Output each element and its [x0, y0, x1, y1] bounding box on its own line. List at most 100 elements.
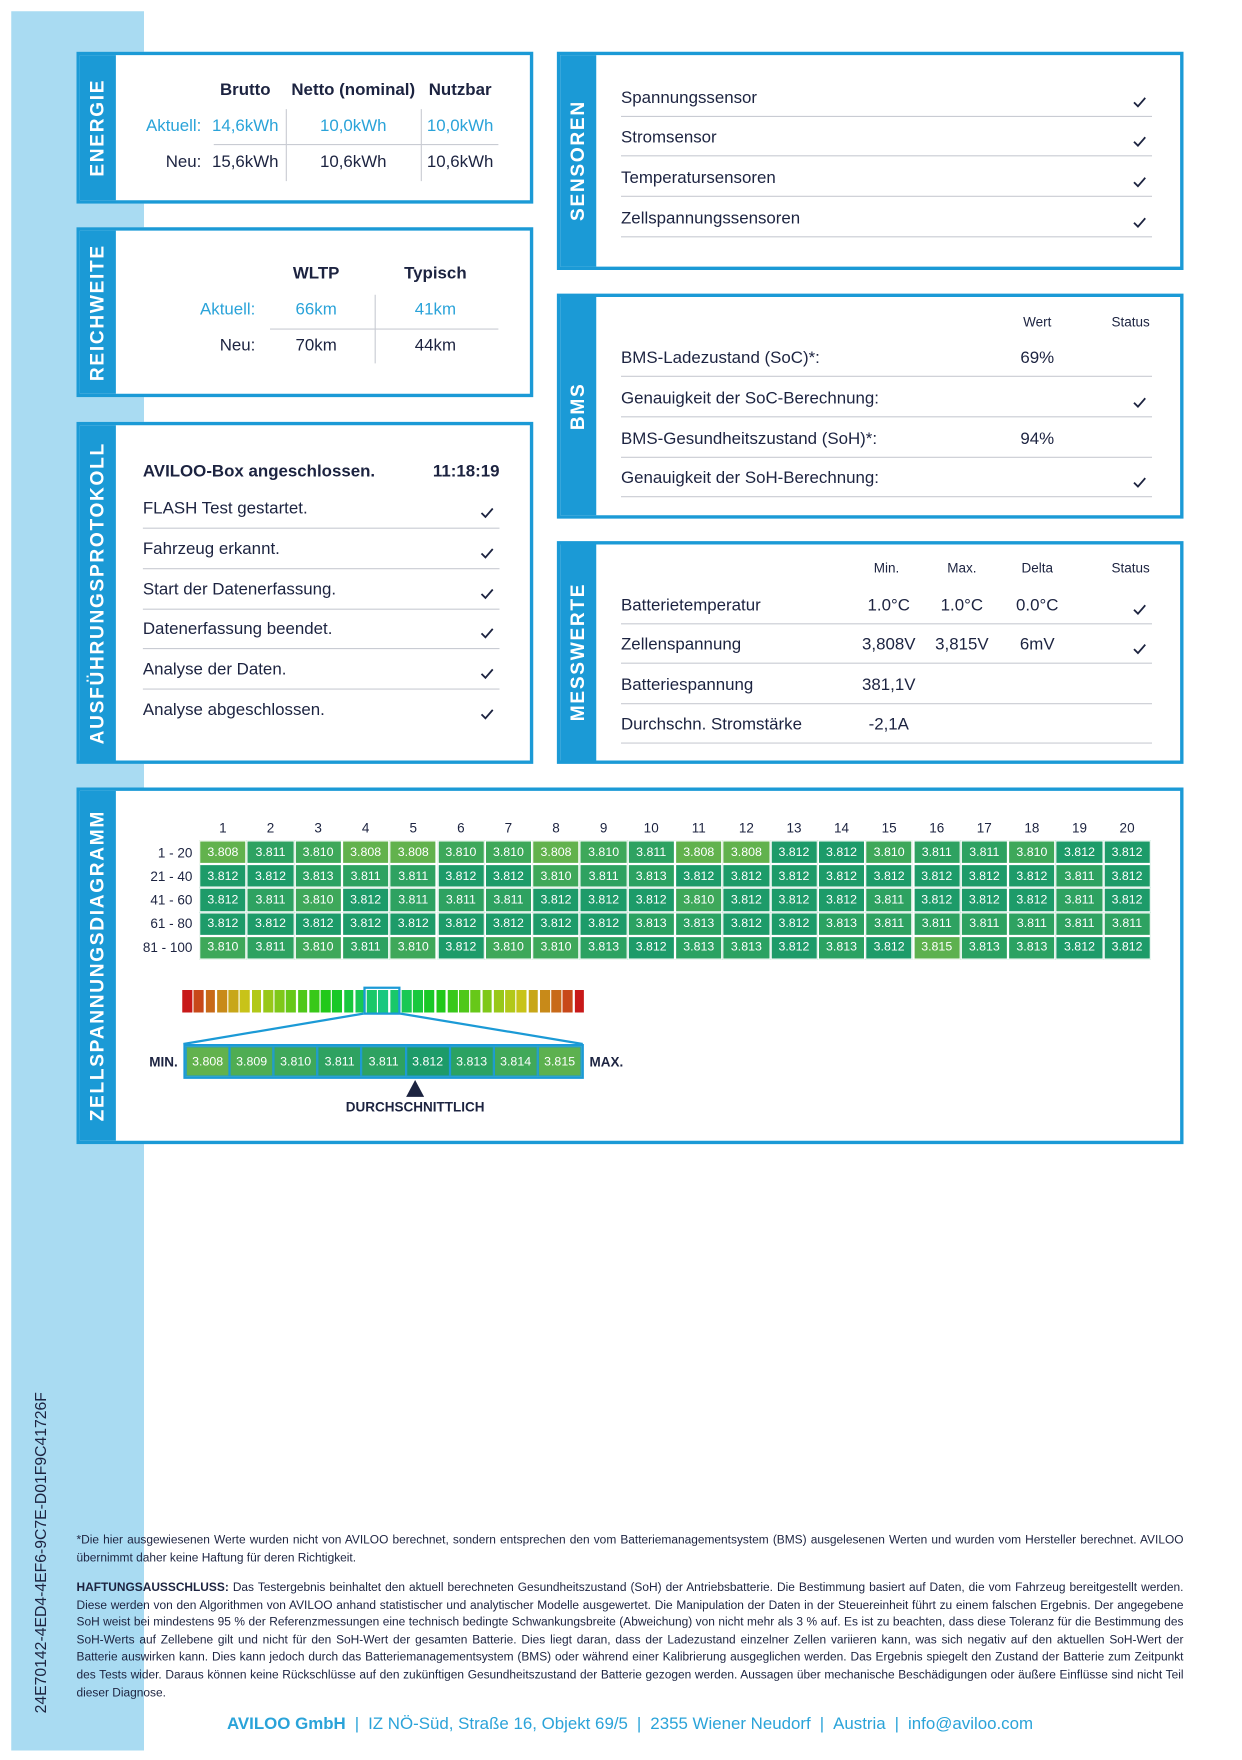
log-step: Fahrzeug erkannt.: [142, 539, 280, 559]
log-step: Analyse abgeschlossen.: [142, 700, 325, 720]
voltage-cell: 3.812: [627, 888, 675, 912]
panel-tab: SENSOREN: [560, 55, 597, 267]
gradient-segment: [401, 990, 412, 1013]
voltage-cell: 3.812: [1008, 888, 1056, 912]
scale-min-label: MIN.: [149, 1054, 178, 1070]
voltage-cell: 3.810: [532, 864, 580, 889]
scale-box: 3.811: [361, 1046, 406, 1077]
column-header: Status: [1111, 313, 1150, 330]
check-stroke: [480, 548, 494, 559]
voltage-cell: 3.808: [199, 840, 247, 865]
voltage-cell: 3.808: [341, 840, 390, 865]
divider: [213, 144, 499, 146]
panel-title: ENERGIE: [86, 78, 108, 177]
panel: BMS: [556, 293, 1184, 519]
voltage-cell: 3.813: [960, 935, 1009, 960]
check-svg: [480, 628, 494, 639]
voltage-cell: 3.811: [865, 911, 913, 936]
divider: [621, 115, 1152, 117]
footer-part: 2355 Wiener Neudorf: [650, 1714, 811, 1734]
check-stroke: [1133, 477, 1146, 488]
voltage-cell: 3.811: [1055, 888, 1104, 912]
voltage-cell: 3.810: [437, 840, 485, 865]
column-header: WLTP: [292, 263, 340, 283]
gradient-segment: [528, 990, 539, 1013]
footer-part: Austria: [833, 1714, 886, 1734]
gradient-segment: [551, 990, 562, 1013]
divider: [142, 608, 500, 610]
check-svg: [1133, 97, 1146, 108]
value: -2,1A: [868, 714, 909, 735]
value: 3,808V: [862, 635, 916, 655]
gradient-segment: [228, 990, 239, 1013]
row-label: Durchschn. Stromstärke: [621, 714, 803, 735]
gradient-segment: [205, 990, 216, 1013]
column-label: 4: [361, 820, 370, 836]
divider: [142, 568, 500, 570]
value: 69%: [1020, 348, 1055, 368]
row-label: 21 - 40: [150, 868, 193, 885]
gradient-segment: [263, 990, 273, 1013]
gradient-segment: [516, 990, 527, 1013]
scale-box: 3.808: [185, 1046, 230, 1077]
check-icon: [480, 705, 494, 720]
row-label: Batteriespannung: [621, 675, 754, 695]
voltage-cell: 3.813: [579, 935, 628, 960]
check-icon: [480, 624, 494, 639]
column-label: 9: [599, 820, 608, 836]
value: 66km: [295, 299, 337, 319]
scale-frame: [183, 1044, 584, 1079]
column-label: 17: [976, 820, 992, 836]
divider: [420, 109, 422, 182]
column-label: 12: [738, 820, 754, 836]
divider: [621, 416, 1152, 418]
scale-average-label: DURCHSCHNITTLICH: [345, 1099, 485, 1115]
voltage-cell: 3.811: [389, 864, 438, 889]
voltage-cell: 3.811: [246, 888, 295, 912]
check-icon: [480, 545, 494, 559]
voltage-cell: 3.811: [437, 888, 485, 912]
voltage-cell: 3.811: [912, 911, 961, 936]
voltage-cell: 3.811: [484, 888, 533, 912]
check-icon: [1133, 133, 1147, 148]
voltage-cell: 3.812: [437, 911, 485, 936]
check-stroke: [480, 709, 494, 720]
voltage-cell: 3.812: [722, 911, 771, 936]
row-label: BMS-Gesundheitszustand (SoH)*:: [621, 429, 878, 449]
gradient-segment: [251, 990, 262, 1013]
sensor-item: Spannungssensor: [621, 88, 758, 108]
value: 381,1V: [862, 675, 916, 695]
scale-box: 3.810: [273, 1046, 318, 1077]
voltage-cell: 3.813: [1008, 935, 1056, 960]
footer-part: IZ NÖ-Süd, Straße 16, Objekt 69/5: [368, 1714, 628, 1734]
gradient-segment: [539, 990, 550, 1013]
value: 1.0°C: [867, 595, 910, 615]
value: 6mV: [1019, 635, 1055, 655]
voltage-cell: 3.812: [1103, 864, 1151, 889]
column-label: 11: [691, 820, 706, 836]
log-step: Datenerfassung beendet.: [142, 619, 333, 639]
row-label: 81 - 100: [142, 939, 193, 956]
gradient-segment: [182, 990, 193, 1013]
check-stroke: [480, 507, 494, 519]
check-icon: [1133, 601, 1147, 616]
voltage-cell: 3.812: [960, 864, 1009, 889]
column-label: 19: [1071, 820, 1088, 836]
voltage-cell: 3.811: [1055, 864, 1104, 889]
row-label: Aktuell:: [200, 299, 256, 319]
column-header: Delta: [1021, 560, 1054, 576]
voltage-cell: 3.812: [627, 935, 675, 960]
check-icon: [480, 585, 494, 600]
voltage-cell: 3.811: [341, 864, 390, 889]
panel: ENERGIE: [76, 51, 534, 204]
check-svg: [1133, 644, 1146, 655]
check-stroke: [480, 588, 494, 600]
check-icon: [480, 504, 494, 519]
voltage-cell: 3.812: [246, 864, 295, 889]
column-label: 7: [504, 820, 513, 836]
panel-tab: MESSWERTE: [560, 544, 597, 761]
gradient-segment: [355, 990, 366, 1013]
voltage-cell: 3.810: [1008, 840, 1056, 865]
footer-separator: |: [894, 1714, 900, 1734]
